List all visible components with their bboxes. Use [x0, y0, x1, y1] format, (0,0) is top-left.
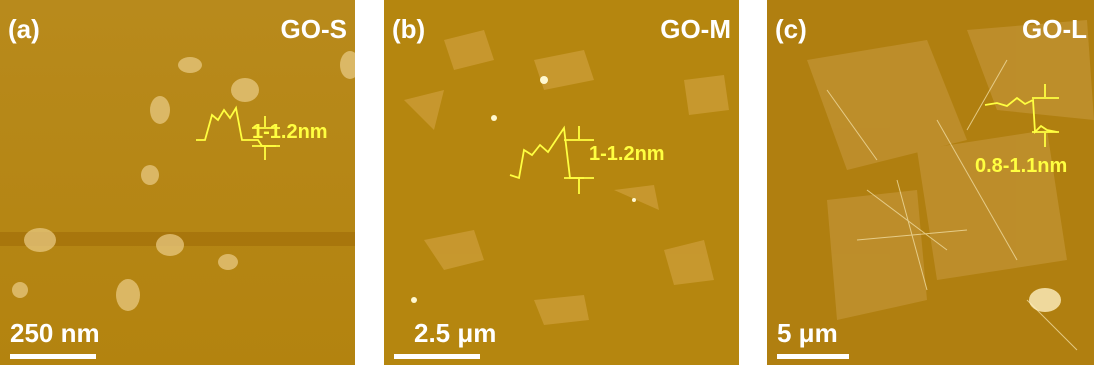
sample-label: GO-L [1022, 14, 1087, 44]
panel-c: 0.8-1.1nm (c) GO-L 5 μm [767, 0, 1094, 365]
panel-label: (b) [392, 14, 425, 44]
panel-label: (c) [775, 14, 807, 44]
height-label: 1-1.2nm [252, 121, 328, 143]
panel-label: (a) [8, 14, 40, 44]
scale-bar-label: 5 μm [777, 318, 838, 348]
scale-bar [10, 354, 96, 359]
sample-label: GO-M [660, 14, 731, 44]
scale-bar-label: 250 nm [10, 318, 100, 348]
panel-b: (b) GO-M 1-1.2nm 2.5 μm [384, 0, 739, 365]
scale-bar [394, 354, 480, 359]
height-label: 1-1.2nm [589, 143, 665, 165]
sample-label: GO-S [281, 14, 347, 44]
bright-spot [1029, 288, 1061, 312]
figure: (a) GO-S 1-1.2nm 250 nm (b) GO-M 1-1.2nm… [0, 0, 1094, 365]
scale-bar [777, 354, 849, 359]
scale-bar-label: 2.5 μm [414, 318, 496, 348]
height-label: 0.8-1.1nm [975, 155, 1067, 177]
afm-image [0, 0, 355, 365]
panel-a: (a) GO-S 1-1.2nm 250 nm [0, 0, 355, 365]
